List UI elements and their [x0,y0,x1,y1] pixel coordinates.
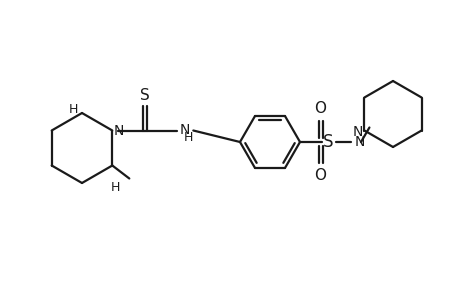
Text: S: S [140,88,150,103]
Text: N: N [179,122,189,136]
Text: N: N [354,135,364,149]
Text: H: H [183,131,193,144]
Text: H: H [110,181,120,194]
Text: N: N [113,124,123,137]
Text: H: H [68,103,78,116]
Text: N: N [352,124,363,139]
Text: S: S [322,133,332,151]
Text: O: O [313,100,325,116]
Text: O: O [313,169,325,184]
